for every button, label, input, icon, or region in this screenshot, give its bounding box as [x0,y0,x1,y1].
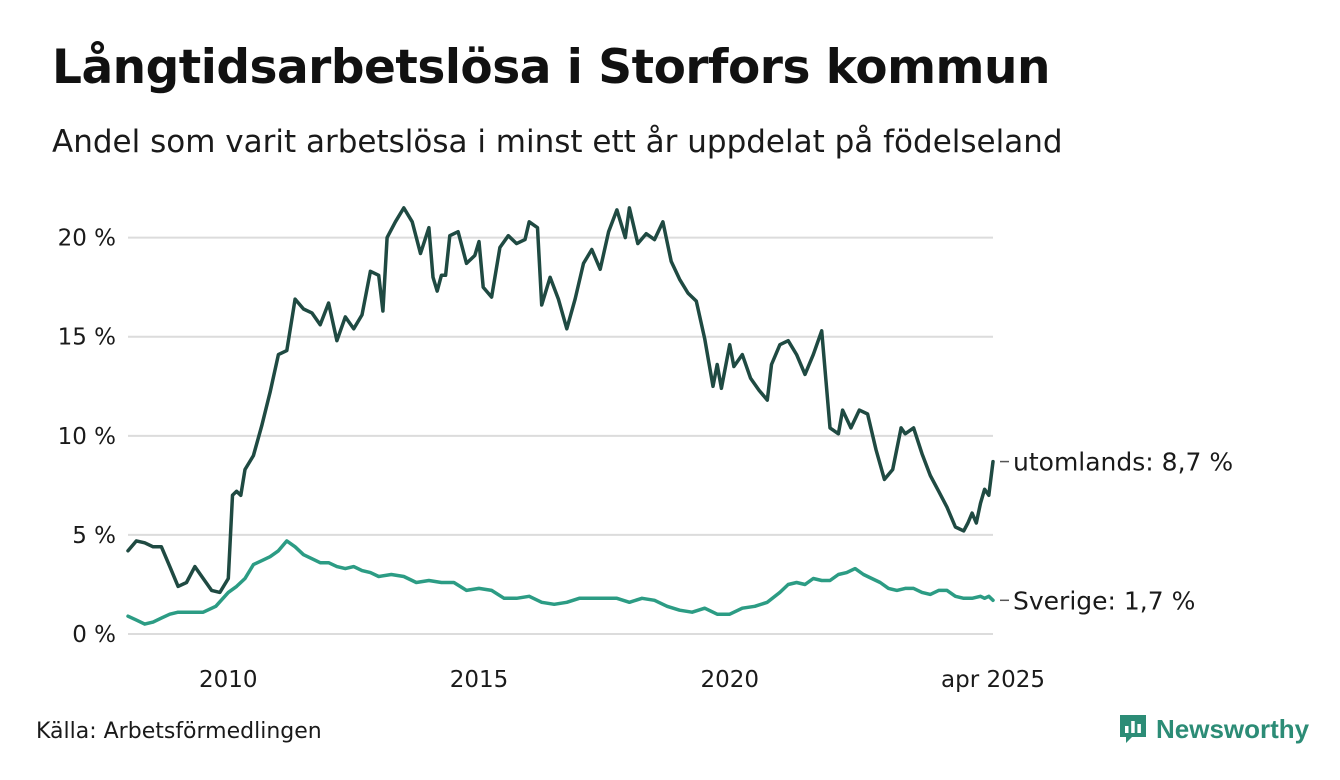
x-axis: 2010 2015 2020 apr 2025 [199,667,1045,693]
y-axis: 0 % 5 % 10 % 15 % 20 % [58,226,116,648]
line-chart: 0 %5 %10 %15 %20 % 2010 2015 2020 apr 2025 … [58,206,1233,693]
y-tick-label: 5 % [72,523,116,549]
bar-chart-icon [1120,715,1146,743]
y-tick-label: 10 % [58,424,116,450]
source-note: Källa: Arbetsförmedlingen [36,719,322,744]
y-tick-label: 0 % [72,622,116,648]
brand-name: Newsworthy [1156,713,1310,744]
x-tick-label: 2020 [700,667,759,693]
series-line-sverige [126,539,995,626]
x-tick-label: 2010 [199,667,258,693]
end-labels: utomlands: 8,7 % Sverige: 1,7 % [1000,448,1233,615]
chart-subtitle: Andel som varit arbetslösa i minst ett å… [52,124,1063,160]
end-label-utomlands: utomlands: 8,7 % [1013,448,1233,477]
brand-logo: Newsworthy [1118,713,1309,745]
series-line-utomlands [126,206,995,595]
x-tick-label: 2015 [450,667,509,693]
grid-layer [128,236,993,635]
series-layer [126,206,995,626]
end-label-sverige: Sverige: 1,7 % [1013,586,1195,615]
x-tick-label: apr 2025 [941,667,1045,693]
y-tick-label: 20 % [58,226,116,252]
chart-title: Långtidsarbetslösa i Storfors kommun [52,40,1050,95]
y-tick-label: 15 % [58,325,116,351]
